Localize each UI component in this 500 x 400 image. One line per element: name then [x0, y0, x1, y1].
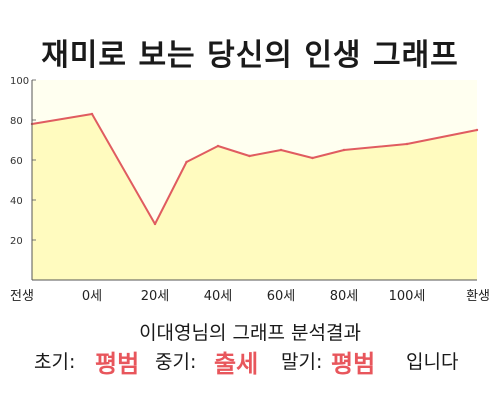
data-point	[248, 154, 251, 158]
mid-stage-value: 출세	[214, 350, 259, 378]
data-point	[90, 112, 94, 116]
result-subtitle: 이대영님의 그래프 분석결과	[139, 322, 361, 344]
x-tick-label: 60세	[267, 289, 296, 304]
x-tick-label: 0세	[82, 289, 102, 304]
x-tick-label: 80세	[330, 289, 359, 304]
line-segment	[311, 149, 345, 159]
line-segment	[280, 149, 314, 159]
page-title: 재미로 보는 당신의 인생 그래프	[41, 38, 459, 73]
line-segment	[248, 149, 282, 157]
data-point	[475, 128, 479, 132]
y-tick-label: 100	[10, 76, 29, 87]
line-segment	[154, 161, 188, 225]
data-point	[185, 160, 188, 164]
data-point	[311, 156, 314, 160]
x-tick-label: 40세	[204, 289, 233, 304]
line-segment	[31, 113, 93, 125]
x-tick-label: 20세	[141, 289, 170, 304]
line-segment	[91, 113, 156, 225]
y-tick-label: 20	[10, 236, 23, 247]
data-point	[216, 144, 220, 148]
line-segment	[185, 145, 219, 163]
mid-stage-label: 중기:	[155, 351, 197, 373]
data-point	[279, 148, 283, 152]
late-stage-value: 평범	[331, 350, 376, 378]
early-stage-value: 평범	[95, 350, 140, 378]
late-stage-label: 말기:	[281, 351, 323, 373]
early-stage-label: 초기:	[34, 351, 76, 373]
x-tick-label: 전생	[10, 289, 34, 304]
x-tick-label: 환생	[466, 289, 490, 304]
area-fill	[32, 114, 477, 280]
line-segment	[343, 143, 408, 151]
y-tick-label: 40	[10, 196, 23, 207]
data-point	[342, 148, 346, 152]
x-tick-label: 100세	[389, 289, 426, 304]
data-point	[405, 142, 409, 146]
data-point	[153, 222, 157, 226]
line-segment	[406, 129, 478, 145]
y-tick-label: 60	[10, 156, 23, 167]
line-segment	[217, 145, 251, 157]
result-ending: 입니다	[406, 351, 459, 373]
y-tick-label: 80	[10, 116, 23, 127]
